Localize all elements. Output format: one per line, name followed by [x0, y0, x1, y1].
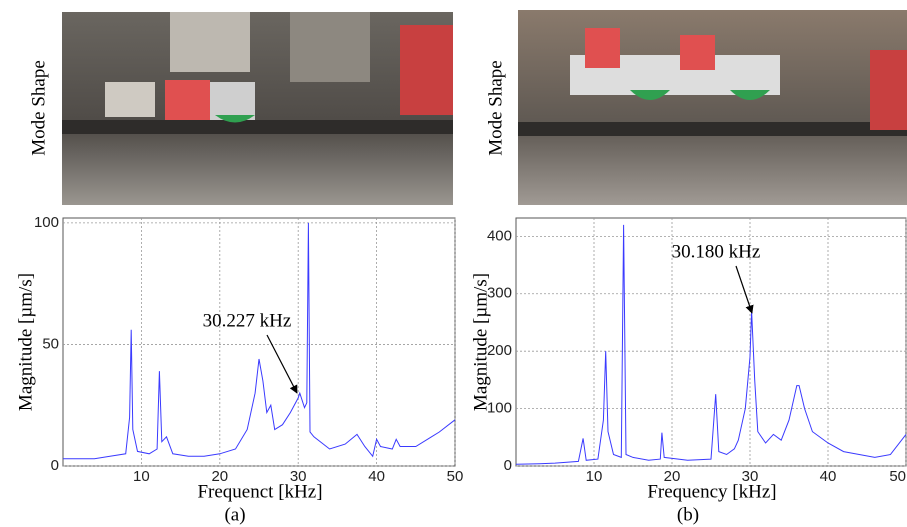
- panel-label: (a): [224, 504, 245, 525]
- x-tick-label: 30: [290, 468, 307, 485]
- spectrum-line: [63, 222, 456, 460]
- y-tick-label: 100: [487, 400, 512, 417]
- annotation: 30.180 kHz: [672, 241, 761, 262]
- x-axis-label: Frequenct [kHz]: [197, 481, 322, 502]
- y-tick-label: 400: [487, 227, 512, 244]
- y-tick-label: 200: [487, 342, 512, 359]
- x-tick-label: 40: [368, 468, 385, 485]
- plot-frame: [62, 217, 456, 467]
- y-tick-label: 0: [51, 457, 59, 474]
- y-tick-label: 100: [34, 214, 59, 231]
- photo-label: Mode Shape: [485, 60, 506, 156]
- photo-a: [62, 12, 453, 205]
- panel-label: (b): [677, 504, 699, 525]
- x-axis-label: Frequency [kHz]: [647, 481, 776, 502]
- annotation: 30.227 kHz: [203, 310, 292, 331]
- y-tick-label: 0: [504, 457, 512, 474]
- photo-b: [518, 10, 907, 205]
- x-tick-label: 50: [447, 468, 464, 485]
- y-axis-label: Magnitude [µm/s]: [15, 273, 36, 411]
- x-tick-label: 10: [133, 468, 150, 485]
- x-tick-label: 20: [211, 468, 228, 485]
- photo-label: Mode Shape: [28, 60, 49, 156]
- x-tick-label: 10: [586, 468, 603, 485]
- x-tick-label: 20: [664, 468, 681, 485]
- x-tick-label: 30: [742, 468, 759, 485]
- y-axis-label: Magnitude [µm/s]: [470, 273, 491, 411]
- x-tick-label: 50: [889, 468, 906, 485]
- annotation-arrow: [266, 334, 298, 394]
- spectrum-line: [515, 224, 907, 465]
- y-tick-label: 300: [487, 285, 512, 302]
- x-tick-label: 40: [820, 468, 837, 485]
- annotation-arrow: [735, 265, 754, 314]
- y-tick-label: 50: [42, 335, 59, 352]
